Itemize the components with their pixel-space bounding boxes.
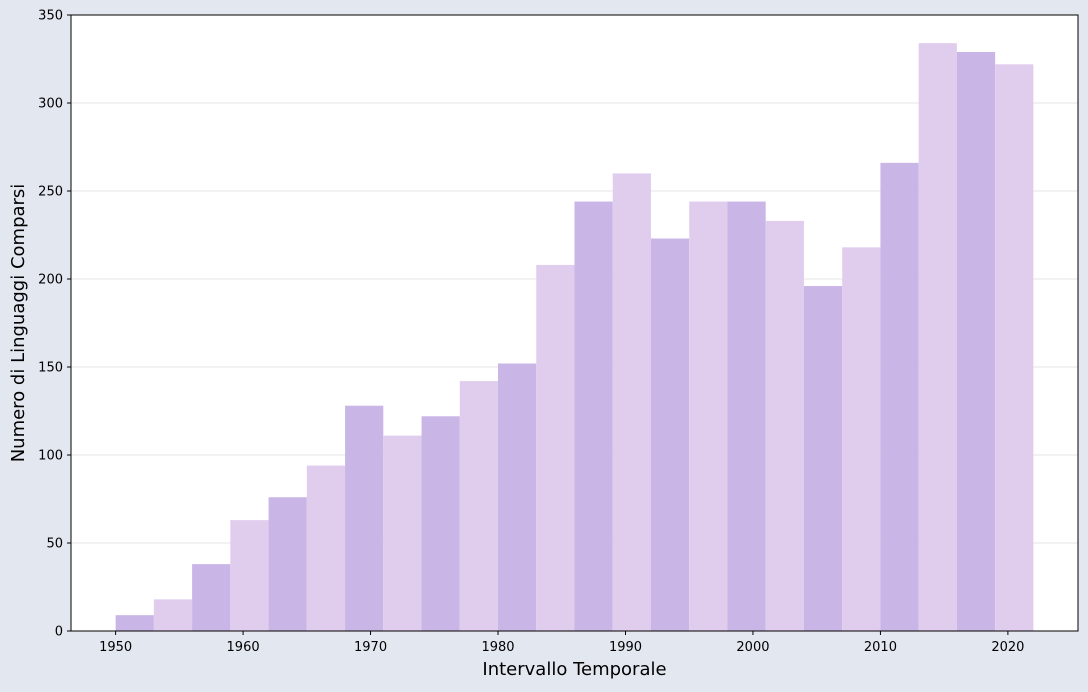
histogram-bar [689,201,728,631]
histogram-bar [115,615,154,631]
y-axis: 0 50 100 150 200 250 300 350 [38,9,71,640]
y-tick-label: 250 [38,185,63,200]
y-tick-label: 150 [38,361,63,376]
x-tick-label: 2020 [991,640,1024,655]
histogram-bar [574,201,613,631]
histogram-bar [650,238,690,631]
y-tick-label: 0 [55,625,63,640]
x-axis-label: Intervallo Temporale [482,659,666,680]
histogram-bar [268,497,307,631]
x-tick-label: 2010 [864,640,897,655]
histogram-bar [536,264,575,631]
y-tick-label: 350 [38,9,63,24]
histogram-bar [727,201,766,631]
histogram-bar [995,64,1034,631]
histogram-bar [956,51,996,631]
histogram-bar [153,599,193,631]
histogram-bar [612,173,651,631]
y-tick-label: 300 [38,97,63,112]
histogram-bar [383,435,422,631]
x-axis: 1950 1960 1970 1980 1990 2000 2010 2020 [99,631,1024,655]
x-tick-label: 1970 [354,640,387,655]
histogram-bar [306,465,346,631]
y-tick-label: 50 [46,537,63,552]
x-tick-label: 2000 [736,640,769,655]
plot-frame [70,14,1079,632]
histogram-bar [842,247,881,631]
y-axis-label: Numero di Linguaggi Comparsi [8,184,29,463]
x-tick-label: 1960 [227,640,260,655]
histogram-bar [230,520,269,631]
x-tick-label: 1980 [481,640,514,655]
x-tick-label: 1950 [99,640,132,655]
y-tick-label: 100 [38,449,63,464]
histogram-bar [765,220,804,632]
histogram-bar [192,564,231,631]
histogram-bar [803,286,843,631]
histogram-bar [421,416,460,631]
histogram-bar [918,43,957,632]
histogram-bar [498,363,537,631]
histogram-bar [880,162,919,631]
y-tick-label: 200 [38,273,63,288]
histogram-bar [345,405,384,631]
x-tick-label: 1990 [609,640,642,655]
bars-group [115,43,1034,632]
histogram-bar [459,381,499,631]
